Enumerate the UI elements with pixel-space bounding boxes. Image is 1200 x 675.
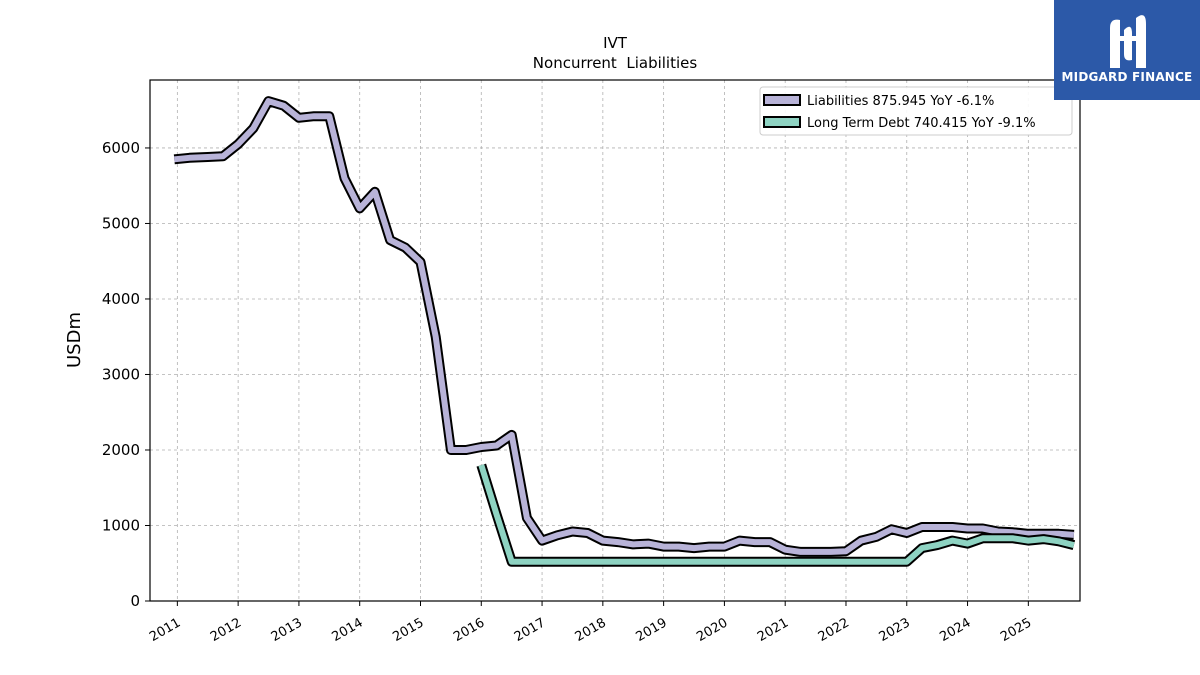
brand-logo: MIDGARD FINANCE [1054, 0, 1200, 100]
series-lines [173, 96, 1076, 567]
x-tick-label: 2019 [633, 615, 669, 645]
x-tick-label: 2014 [330, 615, 366, 645]
logo-mark-icon [1110, 15, 1146, 69]
y-tick-label: 6000 [102, 139, 140, 157]
x-tick-label: 2013 [269, 615, 305, 645]
x-tick-label: 2012 [208, 615, 244, 645]
y-tick-label: 5000 [102, 214, 140, 232]
chart-subtitle: Noncurrent Liabilities [533, 54, 698, 72]
grid [150, 80, 1080, 602]
x-tick-label: 2022 [816, 615, 852, 645]
series-0 [173, 96, 1075, 557]
y-tick-label: 2000 [102, 441, 140, 459]
x-tick-label: 2015 [390, 615, 426, 645]
series-line-outline [173, 96, 1075, 557]
x-tick-label: 2020 [694, 615, 730, 645]
x-tick-label: 2017 [512, 615, 548, 645]
y-tick-label: 4000 [102, 290, 140, 308]
x-tick-label: 2023 [877, 615, 913, 645]
plot-frame [149, 79, 1081, 602]
x-tick-label: 2024 [937, 615, 973, 645]
legend-swatch [763, 94, 801, 106]
axis-ticks: 0 1000 2000 3000 4000 5000 6000 2011 2012 2013 201… [102, 139, 1035, 645]
x-tick-label: 2021 [755, 615, 791, 645]
y-tick-label: 0 [130, 592, 140, 610]
legend: Liabilities 875.945 YoY -6.1% Long Term D… [759, 86, 1073, 136]
x-tick-label: 2011 [147, 615, 183, 645]
x-tick-label: 2018 [573, 615, 609, 645]
x-tick-label: 2025 [998, 615, 1034, 645]
legend-label: Liabilities 875.945 YoY -6.1% [807, 94, 994, 109]
series-1 [476, 463, 1076, 567]
logo-text: MIDGARD FINANCE [1061, 70, 1193, 84]
x-tick-label: 2016 [451, 615, 487, 645]
legend-label: Long Term Debt 740.415 YoY -9.1% [807, 116, 1036, 131]
y-axis-label: USDm [64, 312, 85, 368]
series-line [174, 98, 1075, 555]
legend-box [759, 86, 1073, 136]
series-line [478, 464, 1075, 565]
legend-swatch [763, 116, 801, 128]
y-tick-label: 1000 [102, 516, 140, 534]
y-tick-label: 3000 [102, 365, 140, 383]
chart-title: IVT [603, 34, 628, 52]
